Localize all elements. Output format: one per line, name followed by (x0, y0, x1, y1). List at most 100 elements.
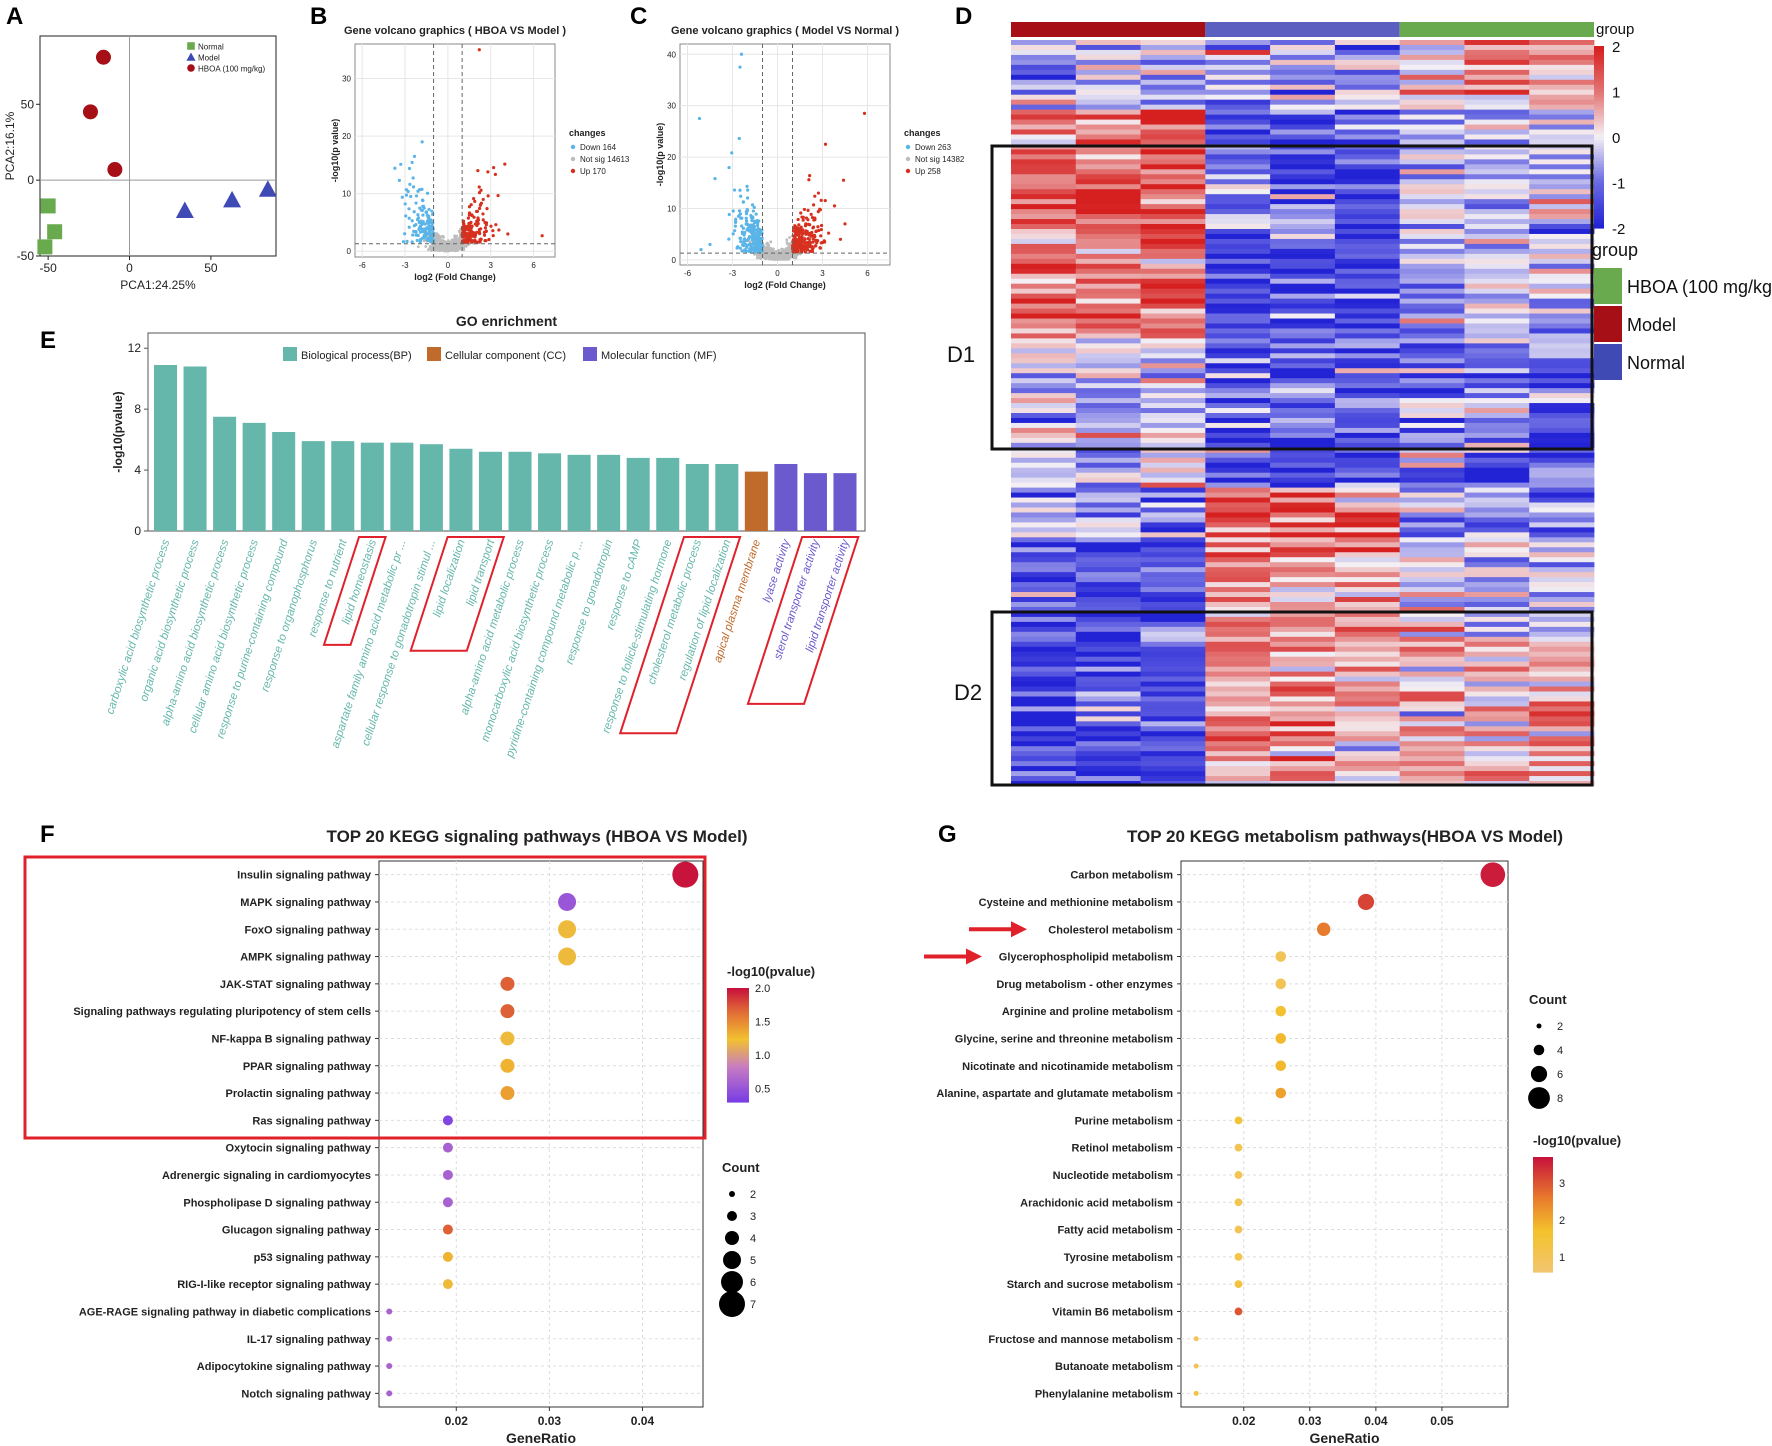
heatmap-cell (1270, 149, 1336, 155)
heatmap-cell (1464, 363, 1530, 369)
volcano-point-up (804, 222, 808, 226)
kegg-xtick-label: 0.05 (1430, 1414, 1454, 1428)
heatmap-cell (1205, 40, 1271, 46)
heatmap-cell (1529, 432, 1595, 439)
volcano-point-up (801, 243, 805, 247)
heatmap-cell (1270, 756, 1336, 762)
heatmap-cell (1205, 413, 1271, 419)
heatmap-cell (1205, 94, 1271, 101)
heatmap-cell (1464, 79, 1530, 86)
heatmap-cell (1399, 238, 1465, 245)
heatmap-legend-label: Model (1627, 315, 1676, 335)
kegg-dot (1234, 1171, 1243, 1179)
volcano-point-down (415, 238, 419, 242)
heatmap-cell (1334, 104, 1401, 111)
heatmap-cell (1529, 408, 1595, 414)
volcano-point-ns (766, 246, 770, 250)
heatmap-cell (1205, 69, 1271, 76)
heatmap-cell (1399, 298, 1465, 304)
heatmap-cell (1334, 646, 1401, 653)
kegg-colorbar-segment (727, 1035, 749, 1039)
heatmap-cell (1205, 343, 1271, 349)
volcano-point-ns (788, 236, 791, 239)
volcano-point-up (806, 222, 811, 226)
heatmap-colorbar-segment (1594, 203, 1604, 208)
heatmap-cell (1011, 477, 1077, 484)
pca-ytick-label: 0 (27, 173, 34, 187)
heatmap-cell (1270, 248, 1336, 255)
heatmap-cell (1529, 736, 1595, 742)
heatmap-colorbar-segment (1594, 155, 1604, 159)
kegg-size-label: 6 (1557, 1069, 1563, 1081)
kegg-category-label: Insulin signaling pathway (237, 870, 372, 882)
go-category-label: response to organophosphorus (259, 538, 320, 693)
heatmap-cell (1270, 611, 1336, 618)
heatmap-cell (1334, 671, 1401, 677)
heatmap-cell (1399, 184, 1465, 190)
heatmap-colorbar-segment (1594, 137, 1604, 141)
heatmap-cell (1075, 363, 1141, 369)
heatmap-cell (1464, 59, 1530, 66)
heatmap-cell (1464, 616, 1530, 623)
heatmap-cell (1011, 328, 1077, 334)
heatmap-cell (1075, 179, 1141, 185)
panel-letter-a: A (6, 3, 23, 30)
heatmap-cell (1075, 432, 1141, 439)
volcano-xtick-label: 6 (531, 261, 536, 270)
heatmap-cell (1399, 303, 1465, 309)
heatmap-cell (1270, 651, 1336, 658)
heatmap-cell (1011, 537, 1077, 543)
kegg-colorbar-segment (1533, 1235, 1553, 1239)
heatmap-cell (1399, 527, 1465, 533)
heatmap-cell (1529, 403, 1595, 409)
heatmap-cell (1205, 388, 1271, 394)
heatmap-cell (1529, 651, 1595, 658)
kegg-xtick-label: 0.04 (1364, 1414, 1388, 1428)
heatmap-cell (1140, 94, 1206, 101)
heatmap-cell (1399, 731, 1465, 737)
go-bar (538, 453, 562, 531)
heatmap-cell (1334, 597, 1401, 603)
heatmap-cell (1075, 49, 1141, 56)
heatmap-cell (1011, 631, 1077, 638)
volcano-point-down (731, 209, 735, 213)
heatmap-cell (1140, 716, 1206, 722)
heatmap-cell (1464, 432, 1530, 439)
heatmap-cell (1205, 507, 1271, 513)
heatmap-cell (1334, 403, 1401, 409)
heatmap-cell (1399, 199, 1465, 205)
kegg-arrow-head (966, 948, 982, 965)
kegg-category-label: Glycine, serine and threonine metabolism (955, 1033, 1173, 1045)
volcano-point-up (819, 234, 823, 238)
heatmap-cell (1399, 79, 1465, 86)
volcano-title: Gene volcano graphics ( HBOA VS Model ) (344, 25, 566, 37)
volcano-point-up (798, 244, 802, 248)
heatmap-colorbar-segment (1594, 46, 1604, 50)
heatmap-cell (1399, 427, 1465, 434)
heatmap-cell (1334, 706, 1401, 712)
kegg-dot (1316, 922, 1331, 936)
heatmap-colorbar-segment (1594, 173, 1604, 178)
volcano-xtick-label: -6 (684, 269, 692, 278)
heatmap-cell (1464, 701, 1530, 707)
volcano-point-up (462, 240, 466, 244)
heatmap-cell (1205, 572, 1271, 578)
volcano-legend-title: changes (904, 128, 941, 138)
heatmap-cell (1205, 159, 1271, 165)
kegg-size-label: 3 (750, 1211, 756, 1223)
go-bar (478, 451, 503, 531)
heatmap-cell (1270, 313, 1336, 319)
volcano-point-up (477, 185, 481, 189)
volcano-point-up (813, 217, 817, 222)
heatmap-cell (1399, 74, 1465, 81)
heatmap-cell (1075, 268, 1141, 275)
heatmap-cell (1334, 313, 1401, 319)
volcano-point-up (807, 178, 811, 182)
heatmap-cell (1205, 462, 1271, 469)
kegg-category-label: Cholesterol metabolism (1048, 924, 1173, 936)
volcano-point-ns (782, 254, 786, 257)
heatmap-cell (1205, 149, 1271, 155)
heatmap-cell (1529, 676, 1595, 682)
heatmap-cell (1140, 592, 1206, 598)
volcano-point-down (740, 249, 745, 253)
